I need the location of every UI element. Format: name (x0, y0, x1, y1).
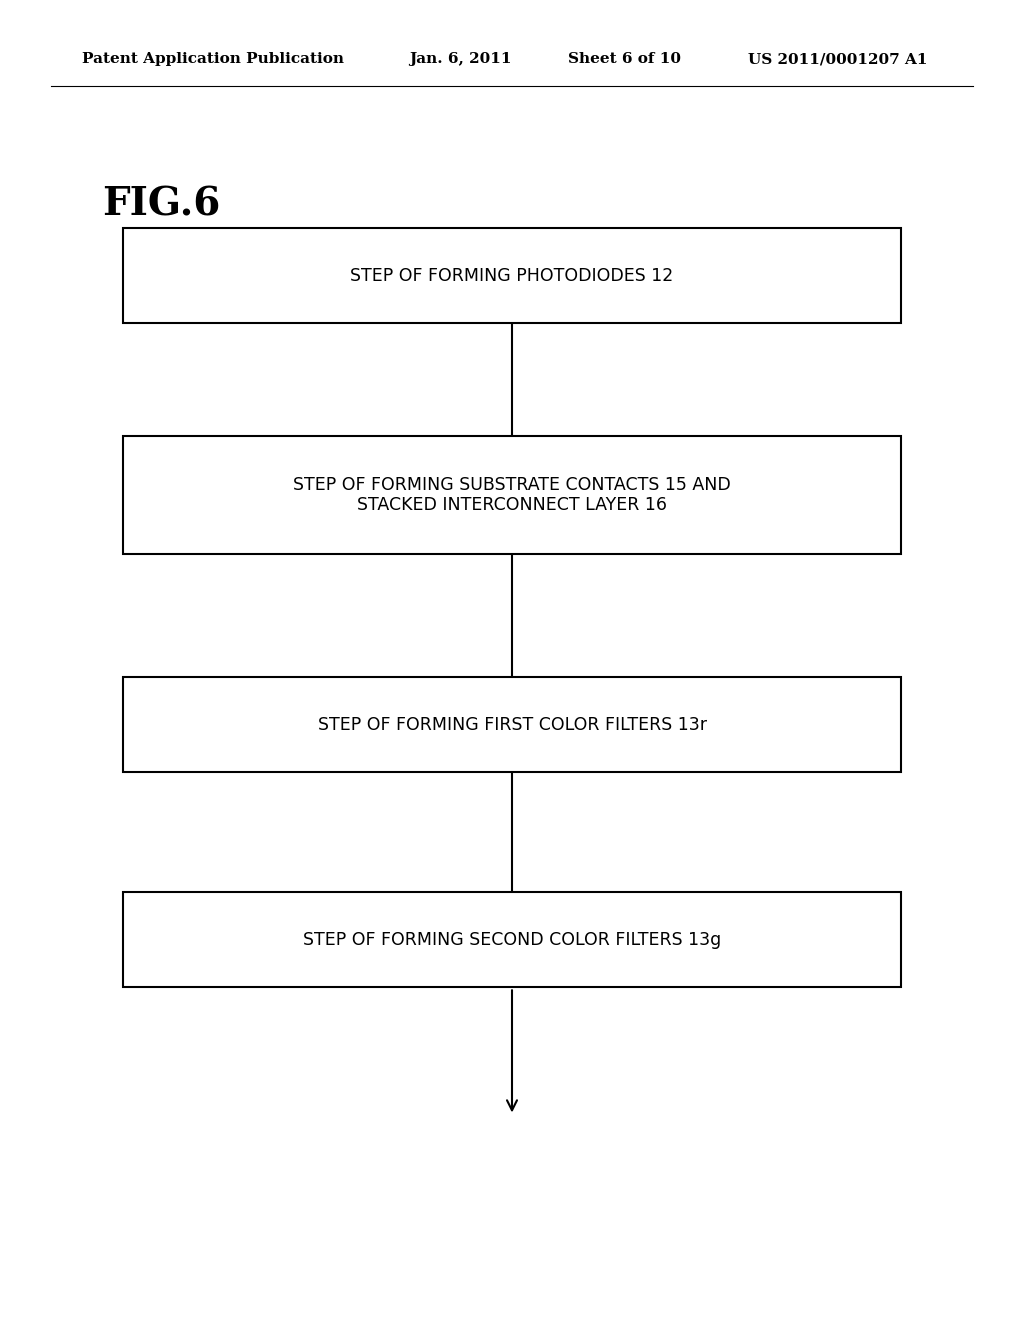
Text: STEP OF FORMING FIRST COLOR FILTERS 13r: STEP OF FORMING FIRST COLOR FILTERS 13r (317, 715, 707, 734)
FancyBboxPatch shape (123, 436, 901, 554)
Text: STEP OF FORMING SUBSTRATE CONTACTS 15 AND
STACKED INTERCONNECT LAYER 16: STEP OF FORMING SUBSTRATE CONTACTS 15 AN… (293, 475, 731, 515)
Text: US 2011/0001207 A1: US 2011/0001207 A1 (748, 53, 927, 66)
Text: FIG.6: FIG.6 (102, 186, 221, 223)
FancyBboxPatch shape (123, 677, 901, 772)
Text: Jan. 6, 2011: Jan. 6, 2011 (410, 53, 512, 66)
FancyBboxPatch shape (123, 228, 901, 323)
Text: STEP OF FORMING PHOTODIODES 12: STEP OF FORMING PHOTODIODES 12 (350, 267, 674, 285)
FancyBboxPatch shape (123, 892, 901, 987)
Text: Sheet 6 of 10: Sheet 6 of 10 (568, 53, 681, 66)
Text: STEP OF FORMING SECOND COLOR FILTERS 13g: STEP OF FORMING SECOND COLOR FILTERS 13g (303, 931, 721, 949)
Text: Patent Application Publication: Patent Application Publication (82, 53, 344, 66)
